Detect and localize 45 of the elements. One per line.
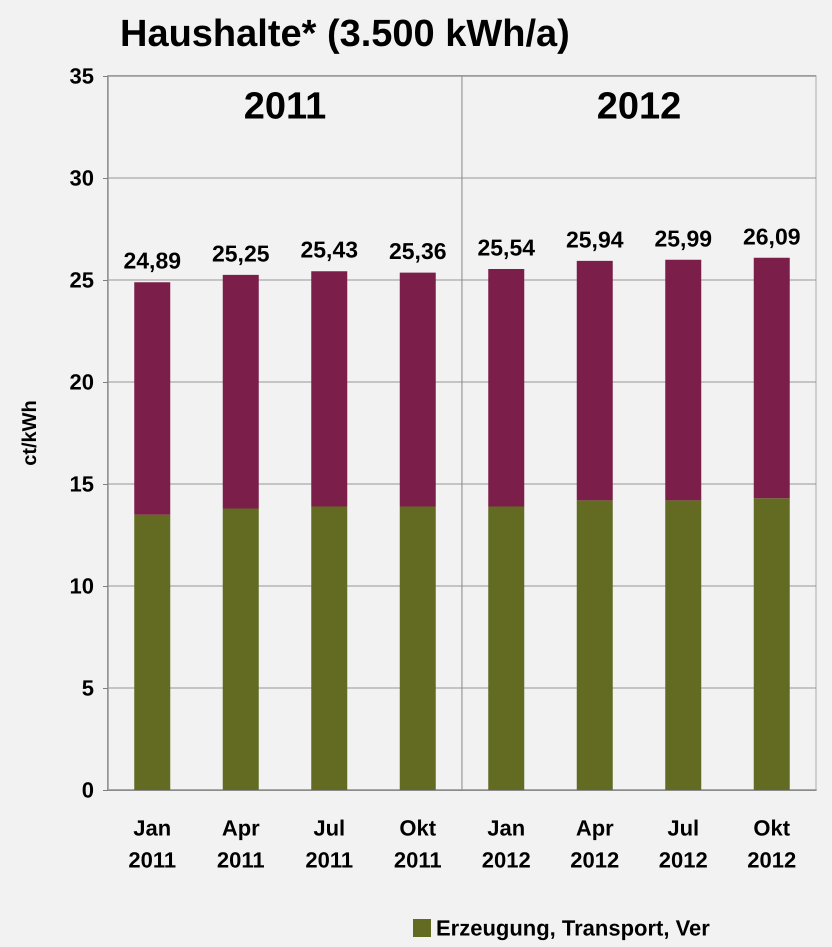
legend-label: Erzeugung, Transport, Ver: [436, 916, 710, 940]
y-tick-label: 20: [70, 370, 94, 394]
y-tick-label: 30: [70, 166, 94, 190]
bar: [311, 506, 348, 790]
x-tick-label: Jan 2012: [482, 816, 531, 872]
x-tick-label: Okt 2011: [394, 816, 442, 872]
y-tick-label: 0: [82, 778, 94, 802]
bar: [488, 506, 524, 790]
total-label: 25,25: [212, 240, 270, 266]
y-tick-label: 35: [70, 64, 94, 88]
bar: [311, 271, 348, 506]
bar: [576, 260, 613, 500]
total-label: 25,54: [477, 234, 536, 260]
chart-title: Haushalte* (3.500 kWh/a): [120, 13, 570, 55]
bar: [754, 498, 790, 790]
y-axis-title: ct/kWh: [19, 400, 41, 466]
band-label: 2012: [596, 85, 682, 128]
bar: [134, 514, 170, 790]
total-label: 25,94: [566, 226, 624, 252]
bar: [400, 272, 436, 506]
bar: [665, 260, 702, 500]
bar: [134, 282, 170, 515]
y-tick-label: 15: [70, 472, 94, 496]
y-tick-label: 10: [70, 574, 94, 598]
bar: [222, 508, 259, 790]
bar: [665, 500, 702, 790]
total-label: 24,89: [123, 248, 182, 274]
total-label: 25,99: [654, 225, 712, 252]
total-label: 25,36: [388, 238, 447, 264]
bar: [754, 258, 790, 498]
bar: [400, 506, 436, 790]
x-tick-label: Apr 2011: [216, 816, 265, 872]
x-tick-label: Jul 2012: [658, 816, 708, 872]
y-tick-label: 5: [82, 676, 94, 700]
band-label: 2011: [244, 85, 326, 128]
y-tick-label: 25: [70, 268, 94, 292]
bar: [222, 274, 259, 508]
bar: [576, 500, 613, 790]
x-tick-label: Jan 2011: [128, 816, 176, 872]
total-label: 25,43: [300, 236, 358, 263]
x-tick-label: Apr 2012: [570, 816, 620, 872]
bar: [488, 268, 524, 506]
total-label: 26,09: [742, 223, 801, 250]
x-tick-label: Okt 2012: [747, 816, 796, 872]
x-tick-label: Jul 2011: [305, 816, 354, 872]
